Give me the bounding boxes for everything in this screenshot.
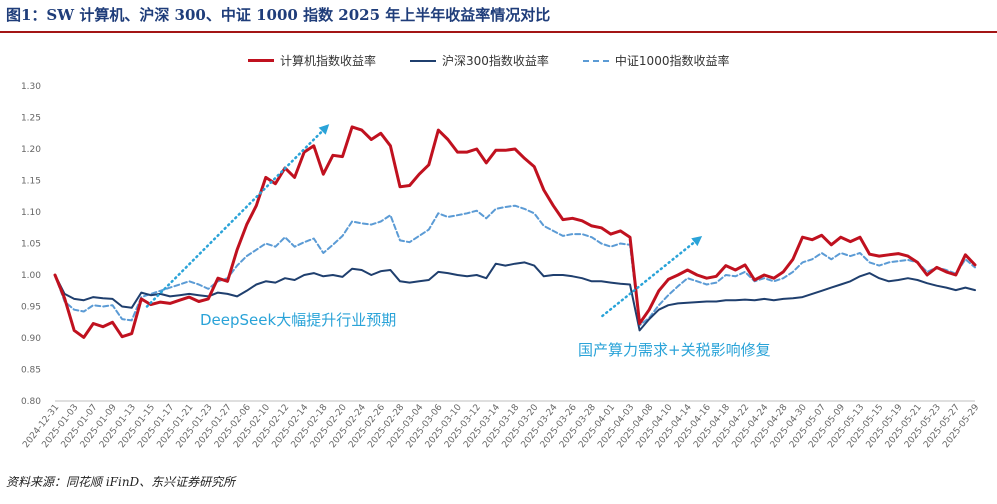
y-tick-label: 1.15 <box>21 177 41 187</box>
trend-arrow-1 <box>145 124 330 308</box>
legend-label-hs300: 沪深300指数收益率 <box>442 54 549 68</box>
y-tick-label: 0.95 <box>21 303 41 313</box>
legend-label-zz1000: 中证1000指数收益率 <box>614 54 730 68</box>
y-tick-label: 1.20 <box>21 145 41 155</box>
trend-arrow-2 <box>601 235 703 318</box>
legend-swatch-zz1000 <box>582 59 609 62</box>
y-tick-label: 0.90 <box>21 334 41 344</box>
y-tick-label: 0.85 <box>21 366 41 376</box>
legend-item-zz1000: 中证1000指数收益率 <box>582 52 730 69</box>
legend-swatch-hs300 <box>410 59 437 62</box>
y-tick-label: 1.10 <box>21 208 41 218</box>
legend-swatch-computer <box>248 59 274 62</box>
title-rule <box>0 31 997 33</box>
figure-title: 图1：SW 计算机、沪深 300、中证 1000 指数 2025 年上半年收益率… <box>6 6 551 24</box>
annotation-1: DeepSeek大幅提升行业预期 <box>200 311 396 329</box>
chart-legend: 计算机指数收益率 沪深300指数收益率 中证1000指数收益率 <box>248 52 729 69</box>
y-tick-label: 1.25 <box>21 114 41 124</box>
legend-item-computer: 计算机指数收益率 <box>248 52 376 69</box>
legend-label-computer: 计算机指数收益率 <box>280 54 377 68</box>
series-line-hs300 <box>54 261 976 332</box>
y-tick-label: 1.05 <box>21 240 41 250</box>
y-tick-label: 0.80 <box>21 397 41 407</box>
y-tick-label: 1.30 <box>21 82 41 92</box>
annotation-2: 国产算力需求+关税影响修复 <box>578 341 771 359</box>
source-note: 资料来源：同花顺 iFinD、东兴证券研究所 <box>6 475 236 489</box>
series-line-computer <box>53 125 977 339</box>
legend-item-hs300: 沪深300指数收益率 <box>410 52 549 69</box>
y-tick-label: 1.00 <box>21 271 41 281</box>
line-chart: 1.30 1.25 1.20 1.15 1.10 1.05 1.00 0.95 0.90 0.85… <box>21 82 982 450</box>
series-line-zz1000 <box>54 204 976 327</box>
